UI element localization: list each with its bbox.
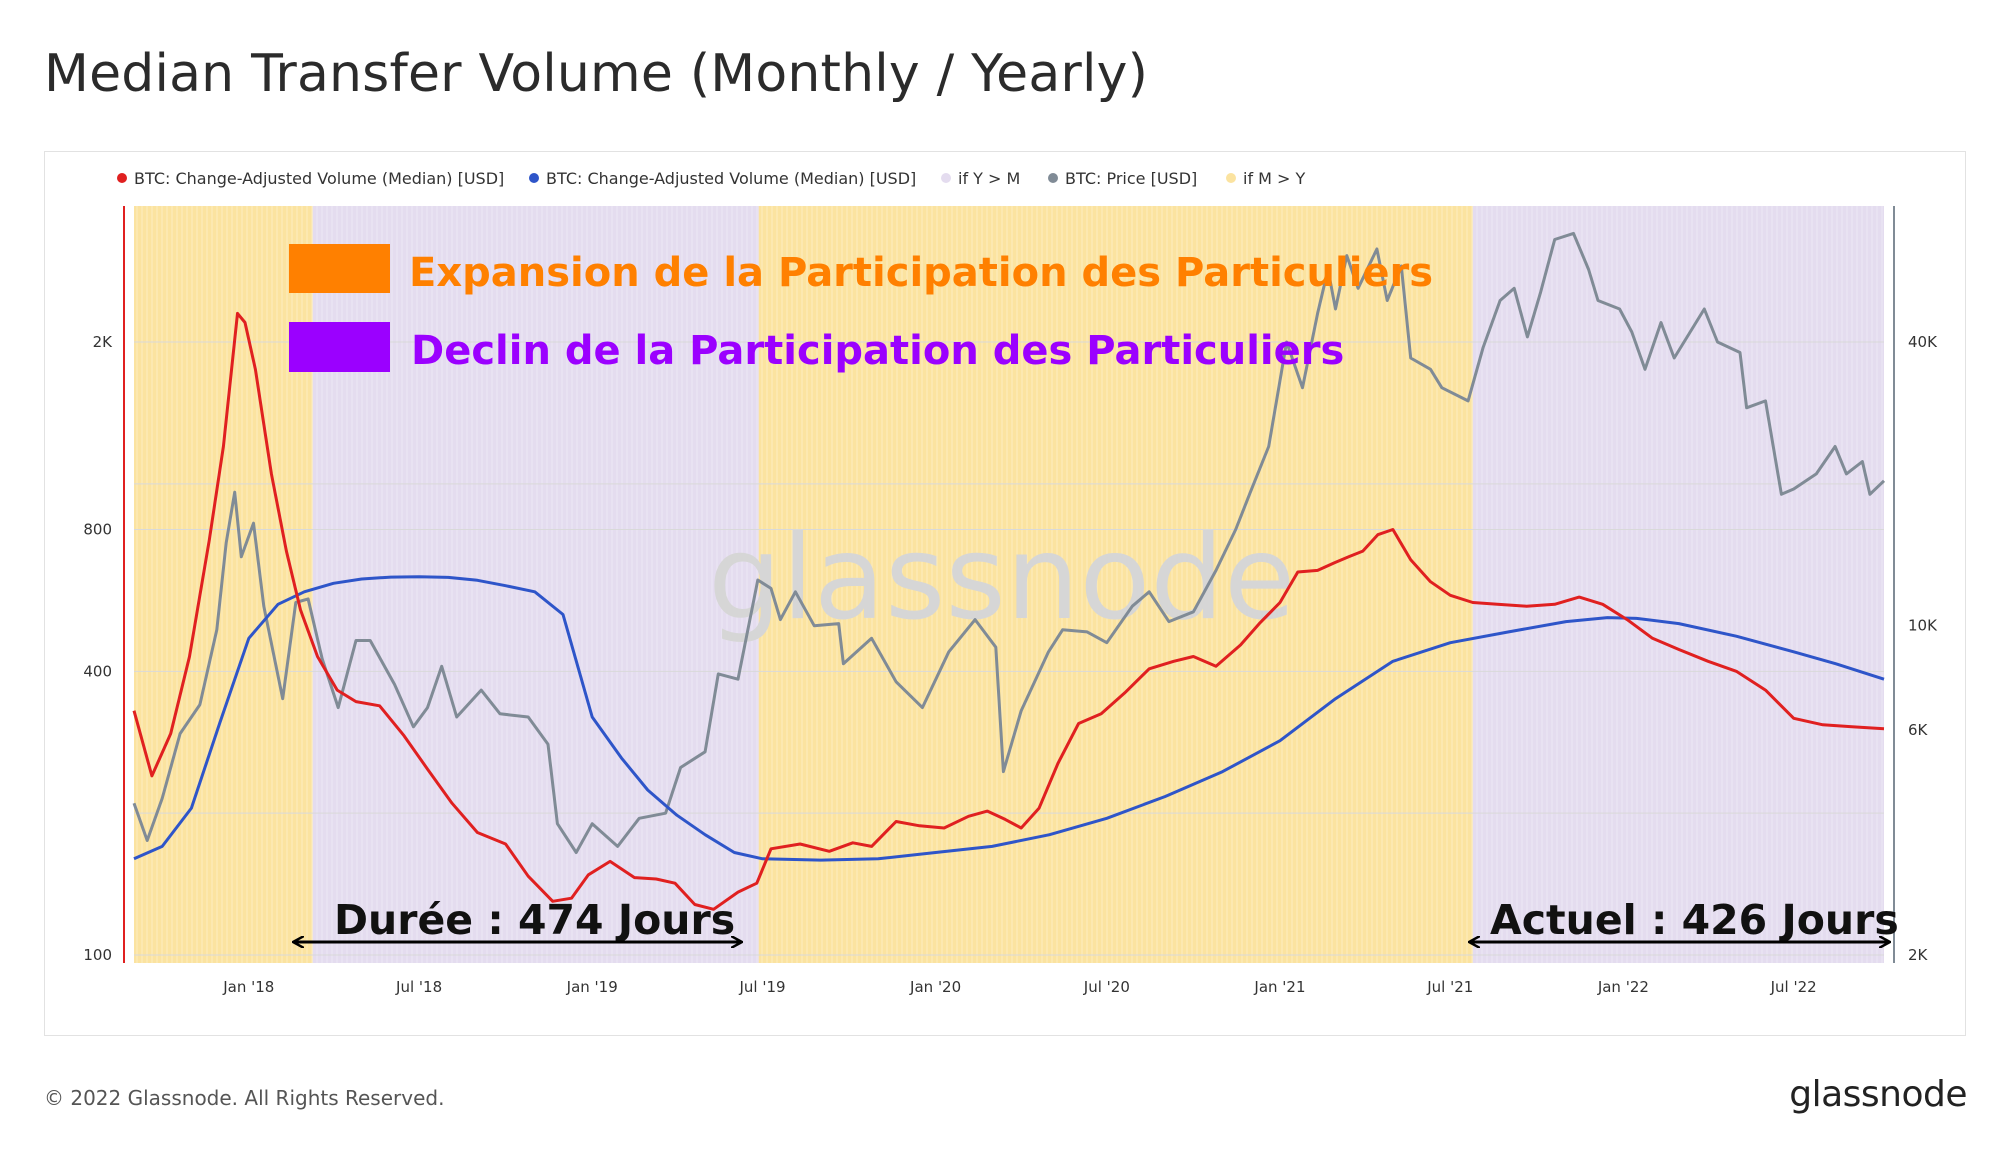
legend-orange-text: Expansion de la Participation des Partic…: [409, 250, 1433, 296]
y-right-tick-label-0: 40K: [1908, 333, 1938, 351]
x-tick-label-2: Jan '19: [566, 978, 618, 996]
legend-swatch-purple: [941, 173, 951, 183]
series-lines: [132, 231, 1886, 911]
legend-swatch-blue: [529, 173, 539, 183]
glassnode-logo: glassnode: [1789, 1074, 1967, 1115]
legend-label-m-gt-y: if M > Y: [1243, 169, 1306, 188]
x-tick-label-7: Jul '21: [1426, 978, 1473, 996]
current-label: Actuel : 426 Jours: [1490, 896, 1899, 944]
regime-region-0: [134, 206, 313, 963]
x-tick-label-8: Jan '22: [1597, 978, 1649, 996]
legend-orange-swatch: [289, 244, 390, 293]
x-tick-label-9: Jul '22: [1770, 978, 1817, 996]
x-tick-label-1: Jul '18: [395, 978, 442, 996]
x-tick-label-5: Jul '20: [1083, 978, 1130, 996]
legend-item-blue-volume[interactable]: BTC: Change-Adjusted Volume (Median) [US…: [529, 169, 916, 188]
legend-item-m-gt-y[interactable]: if M > Y: [1226, 169, 1306, 188]
regime-region-3: [1472, 206, 1884, 963]
y-right-tick-label-1: 10K: [1908, 617, 1938, 635]
copyright-text: © 2022 Glassnode. All Rights Reserved.: [44, 1086, 445, 1110]
legend-swatch-yellow: [1226, 173, 1236, 183]
y-left-tick-label-2: 400: [83, 662, 112, 680]
duration-label: Durée : 474 Jours: [334, 896, 735, 944]
regime-regions: [134, 206, 1884, 963]
regime-region-2: [758, 206, 1473, 963]
legend-item-price[interactable]: BTC: Price [USD]: [1048, 169, 1197, 188]
legend-purple-swatch: [289, 322, 390, 372]
x-tick-label-0: Jan '18: [222, 978, 274, 996]
legend-label-y-gt-m: if Y > M: [958, 169, 1020, 188]
legend-item-y-gt-m[interactable]: if Y > M: [941, 169, 1020, 188]
legend-swatch-red: [117, 173, 127, 183]
page-title: Median Transfer Volume (Monthly / Yearly…: [44, 44, 1149, 104]
series-price-line: [132, 231, 1886, 854]
y-left-tick-label-1: 800: [83, 520, 112, 538]
series-monthly-volume-line: [132, 311, 1885, 911]
x-tick-label-4: Jan '20: [909, 978, 961, 996]
legend-swatch-grey: [1048, 173, 1058, 183]
legend-label-blue: BTC: Change-Adjusted Volume (Median) [US…: [546, 169, 916, 188]
y-right-tick-label-3: 2K: [1908, 946, 1929, 964]
axis-ticks: Jan '18 Jul '18 Jan '19 Jul '19 Jan '20 Jul '…: [83, 333, 1938, 996]
chart-legend: BTC: Change-Adjusted Volume (Median) [US…: [117, 169, 1306, 188]
legend-label-red: BTC: Change-Adjusted Volume (Median) [US…: [134, 169, 504, 188]
y-left-tick-label-3: 100: [83, 946, 112, 964]
y-right-tick-label-2: 6K: [1908, 721, 1929, 739]
chart-frame: [44, 151, 1966, 1036]
series-yearly-volume-line: [133, 575, 1885, 862]
legend-label-price: BTC: Price [USD]: [1065, 169, 1197, 188]
x-tick-label-3: Jul '19: [738, 978, 785, 996]
legend-purple-text: Declin de la Participation des Particuli…: [411, 328, 1344, 374]
x-tick-label-6: Jan '21: [1253, 978, 1305, 996]
watermark: glassnode: [708, 511, 1295, 646]
y-left-tick-label-0: 2K: [93, 333, 114, 351]
legend-item-red-volume[interactable]: BTC: Change-Adjusted Volume (Median) [US…: [117, 169, 504, 188]
grid-lines: [134, 341, 1884, 956]
